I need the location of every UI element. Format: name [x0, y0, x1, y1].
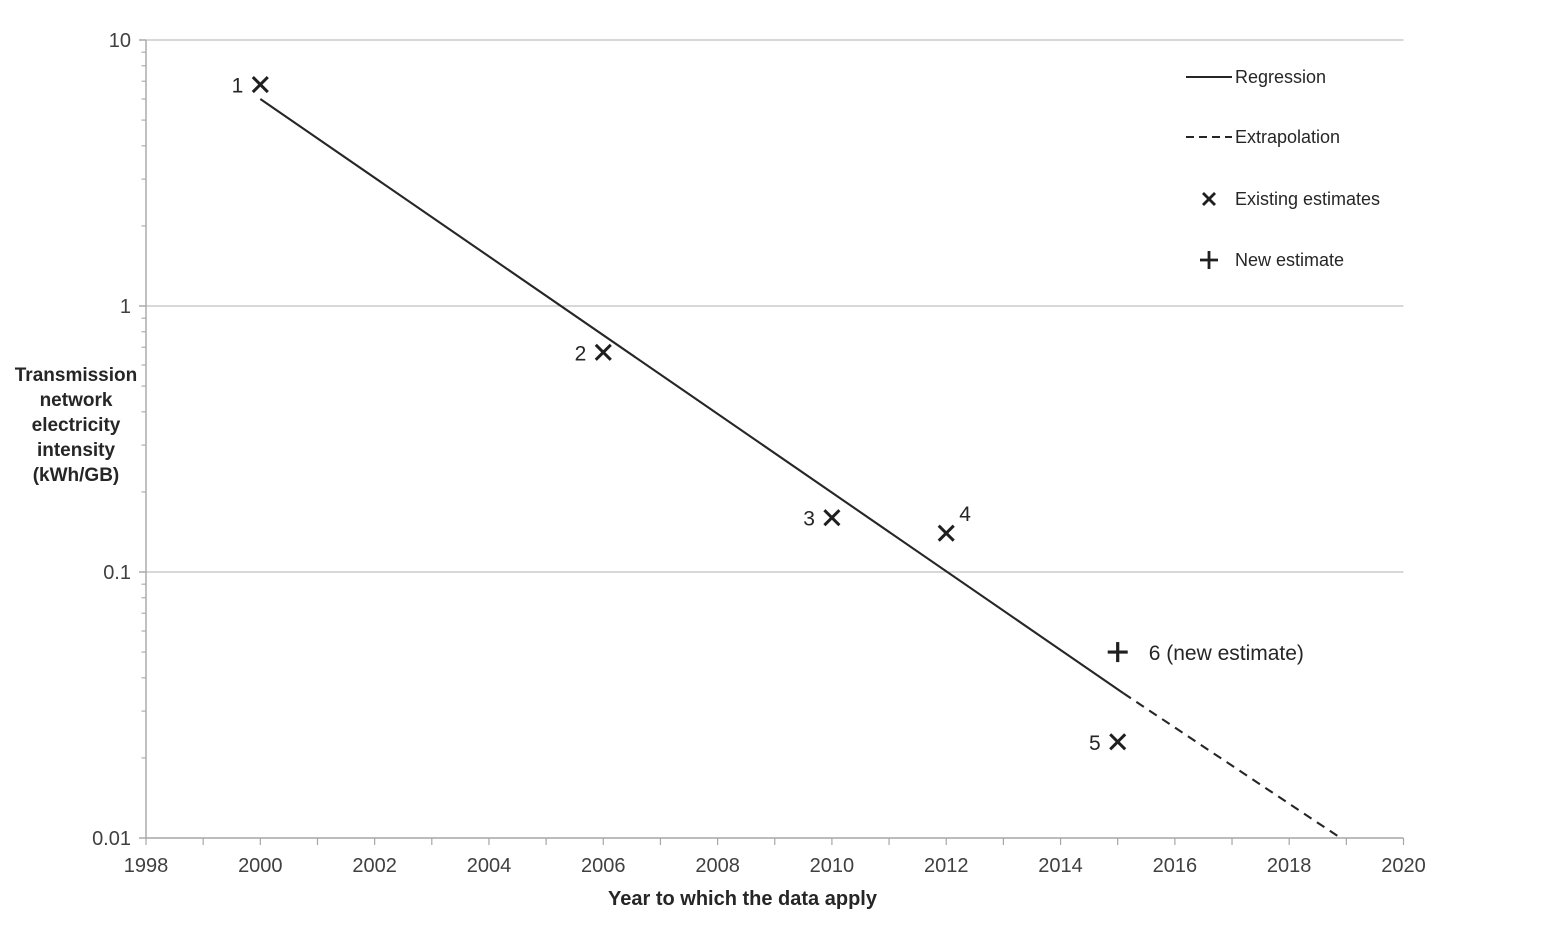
solid-line-icon — [1186, 74, 1232, 80]
point-marker-1 — [251, 75, 269, 94]
y-axis-title-line: (kWh/GB) — [32, 465, 120, 486]
x-tick-label-2006: 2006 — [581, 855, 626, 877]
point-label-3: 3 — [803, 508, 815, 531]
extrapolation-line — [1122, 692, 1342, 839]
x-axis-title: Year to which the data apply — [608, 888, 877, 910]
y-axis-title-line: network — [39, 390, 113, 411]
legend-label: Extrapolation — [1235, 126, 1341, 147]
x-marker-stroke — [594, 343, 612, 361]
y-axis-title-line: electricity — [31, 415, 121, 436]
y-axis-title-line: Transmission — [14, 365, 138, 386]
point-marker-3 — [823, 509, 841, 527]
point-label-2: 2 — [575, 342, 587, 365]
legend-item-new-estimate: New estimate — [1186, 247, 1344, 273]
y-axis-title: Transmission network electricity intensi… — [14, 363, 138, 488]
point-marker-5 — [1109, 733, 1127, 751]
point-label-4: 4 — [959, 503, 971, 526]
legend-label: New estimate — [1235, 249, 1345, 270]
x-tick-label-2000: 2000 — [238, 855, 283, 877]
plus-marker-icon — [1186, 250, 1232, 270]
x-tick-label-2004: 2004 — [467, 855, 512, 877]
point-marker-6 — [1107, 642, 1128, 663]
dashed-line-icon — [1186, 134, 1232, 140]
x-tick-label-2010: 2010 — [810, 855, 855, 877]
x-tick-label-2016: 2016 — [1153, 855, 1198, 877]
legend-item-regression: Regression — [1186, 64, 1326, 90]
x-marker-stroke — [1109, 733, 1127, 751]
x-tick-label-1998: 1998 — [124, 855, 169, 877]
y-axis-title-line: intensity — [36, 440, 116, 461]
legend-label: Regression — [1235, 66, 1327, 87]
x-tick-label-2020: 2020 — [1381, 855, 1426, 877]
point-label-1: 1 — [232, 75, 244, 98]
x-tick-label-2008: 2008 — [695, 855, 740, 877]
point-marker-2 — [594, 343, 612, 361]
legend: Regression Extrapolation Existing estima… — [1186, 0, 1486, 300]
x-tick-label-2002: 2002 — [352, 855, 397, 877]
point-label-5: 5 — [1089, 732, 1101, 755]
y-tick-label-1: 1 — [120, 296, 131, 318]
x-marker-stroke — [823, 509, 841, 527]
y-tick-label-0.1: 0.1 — [103, 562, 131, 584]
point-marker-4 — [937, 524, 955, 542]
legend-item-extrapolation: Extrapolation — [1186, 124, 1340, 150]
point-label-6: 6 (new estimate) — [1149, 642, 1304, 665]
x-marker-stroke — [251, 75, 269, 94]
x-marker-stroke — [937, 524, 955, 542]
x-tick-label-2018: 2018 — [1267, 855, 1312, 877]
x-tick-label-2012: 2012 — [924, 855, 969, 877]
regression-line — [259, 98, 1125, 695]
legend-label: Existing estimates — [1235, 188, 1381, 209]
y-tick-label-10: 10 — [109, 30, 131, 52]
y-tick-label-0.01: 0.01 — [92, 828, 131, 850]
legend-item-existing-estimates: Existing estimates — [1186, 186, 1380, 212]
x-marker-icon — [1186, 191, 1232, 207]
x-tick-label-2014: 2014 — [1038, 855, 1083, 877]
